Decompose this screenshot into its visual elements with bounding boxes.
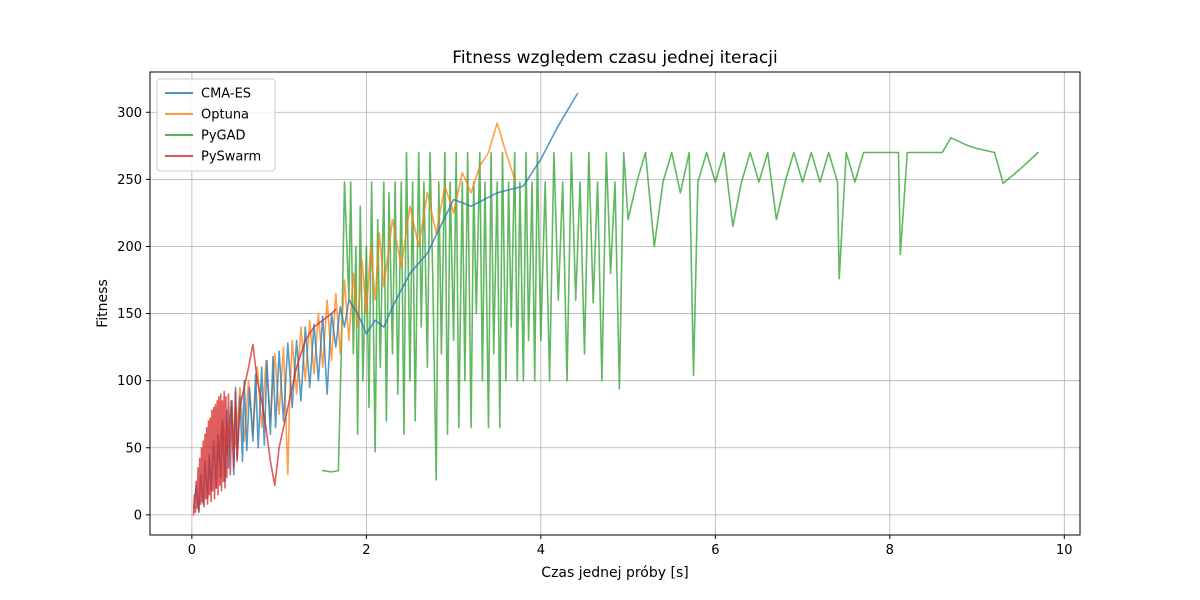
y-tick-label: 0: [134, 508, 142, 523]
y-tick-label: 50: [125, 441, 142, 456]
legend-label-cma-es: CMA-ES: [201, 87, 251, 102]
series-layer: [192, 92, 1039, 516]
legend: CMA-ES Optuna PyGAD PySwarm: [156, 78, 276, 172]
x-tick-label: 0: [188, 543, 196, 558]
legend-label-pygad: PyGAD: [201, 129, 246, 144]
x-tick-label: 4: [537, 543, 545, 558]
series-line-pygad: [321, 137, 1039, 481]
legend-label-pyswarm: PySwarm: [201, 150, 261, 165]
series-line-pyswarm: [192, 308, 337, 516]
y-tick-label: 100: [117, 374, 142, 389]
legend-label-optuna: Optuna: [201, 108, 249, 123]
plot-frame: [149, 71, 1081, 536]
x-tick-label: 8: [886, 543, 894, 558]
x-tick-label: 6: [711, 543, 719, 558]
y-tick-label: 250: [117, 173, 142, 188]
x-tick-label: 2: [362, 543, 370, 558]
chart-title: Fitness względem czasu jednej iteracji: [452, 48, 777, 68]
x-tick-label: 10: [1056, 543, 1073, 558]
x-axis-label: Czas jednej próby [s]: [541, 565, 688, 581]
y-tick-label: 150: [117, 307, 142, 322]
y-axis-label: Fitness: [95, 279, 111, 328]
y-tick-label: 200: [117, 240, 142, 255]
series-line-optuna: [217, 122, 516, 476]
legend-box: [156, 78, 276, 172]
y-tick-label: 300: [117, 106, 142, 121]
